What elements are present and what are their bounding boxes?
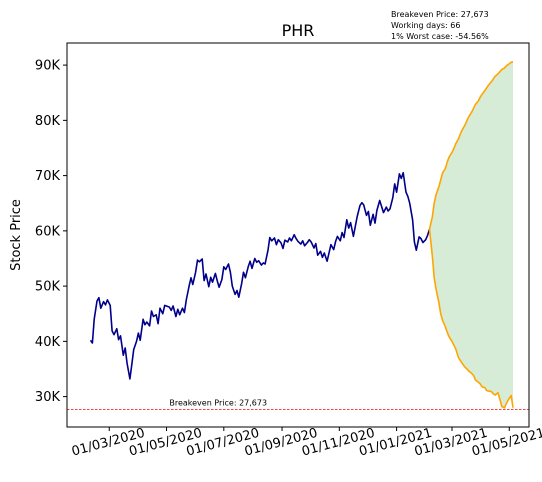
y-tick-label: 40K <box>35 335 61 350</box>
y-tick-label: 60K <box>35 224 61 239</box>
chart-title: PHR <box>282 21 315 40</box>
x-axis: 01/03/202001/05/202001/07/202001/09/2020… <box>70 426 542 460</box>
annotation-line-1: Breakeven Price: 27,673 <box>391 10 489 19</box>
breakeven-label: Breakeven Price: 27,673 <box>169 398 267 407</box>
y-tick-label: 90K <box>35 59 61 74</box>
annotation-line-3: 1% Worst case: -54.56% <box>391 32 489 41</box>
projection-band <box>429 61 513 408</box>
y-axis-label: Stock Price <box>9 199 24 271</box>
price-history-line <box>89 172 431 380</box>
plot-area: Breakeven Price: 27,673 <box>67 61 529 410</box>
y-axis: 30K 40K 50K 60K 70K 80K 90K <box>35 59 67 405</box>
y-tick-label: 80K <box>35 114 61 129</box>
y-tick-label: 30K <box>35 390 61 405</box>
annotation-line-2: Working days: 66 <box>391 21 460 30</box>
plot-frame <box>66 42 530 428</box>
lower-projection-line <box>428 229 514 409</box>
upper-projection-line <box>428 61 514 230</box>
y-tick-label: 70K <box>35 169 61 184</box>
y-tick-label: 50K <box>35 280 61 295</box>
